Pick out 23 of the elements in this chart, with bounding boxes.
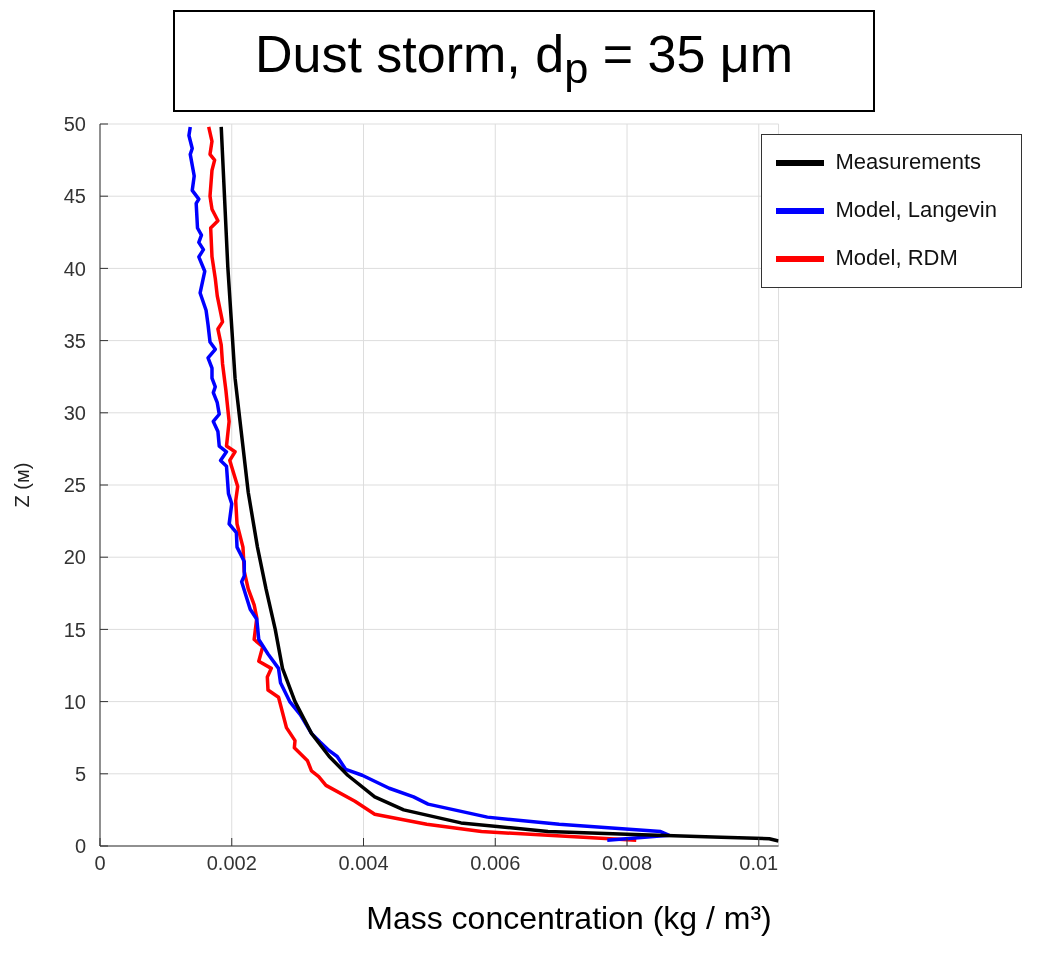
y-tick-label: 15 — [63, 618, 86, 641]
y-tick-label: 35 — [63, 330, 86, 353]
y-tick-label: 30 — [63, 402, 86, 425]
legend-label: Model, Langevin — [835, 197, 997, 223]
legend-label: Measurements — [835, 149, 982, 175]
x-tick-label: 0.006 — [470, 852, 521, 875]
x-axis-title: Mass concentration (kg / m³) — [365, 900, 773, 938]
y-tick-label: 20 — [63, 546, 86, 569]
x-tick-label: 0 — [94, 852, 106, 875]
y-tick-label: 40 — [63, 257, 86, 280]
y-tick-label: 25 — [63, 474, 86, 497]
x-tick-label: 0.01 — [739, 852, 779, 875]
y-tick-label: 10 — [63, 691, 86, 714]
chart-title: Dust storm, d$_{p}$ = 35 μm — [172, 10, 876, 113]
y-tick-label: 0 — [74, 835, 86, 858]
y-tick-label: 5 — [74, 763, 86, 786]
y-tick-label: 45 — [63, 185, 86, 208]
y-tick-label: 50 — [63, 113, 86, 136]
x-tick-label: 0.008 — [602, 852, 653, 875]
x-tick-label: 0.004 — [338, 852, 389, 875]
y-axis-title: Z (м) — [11, 462, 34, 508]
x-tick-label: 0.002 — [206, 852, 257, 875]
legend-label: Model, RDM — [835, 245, 958, 271]
